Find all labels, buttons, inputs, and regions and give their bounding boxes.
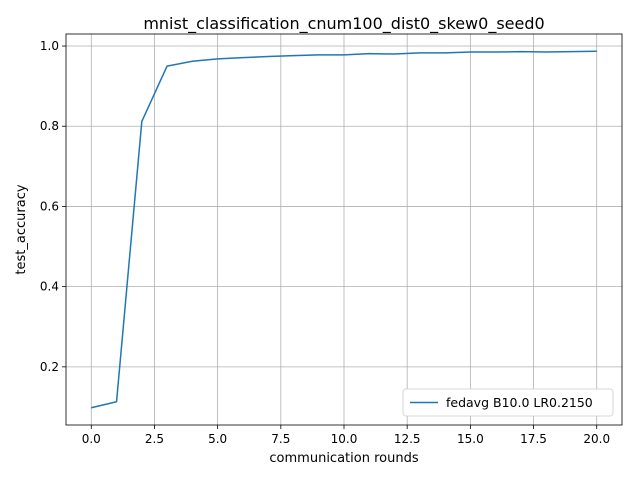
chart-title: mnist_classification_cnum100_dist0_skew0… [143, 14, 544, 34]
grid [66, 34, 622, 425]
x-tick-label: 15.0 [457, 432, 484, 446]
y-tick-label: 1.0 [40, 39, 59, 53]
legend-box [402, 388, 614, 417]
legend-entry: fedavg B10.0 LR0.2150 [446, 395, 593, 410]
y-tick-label: 0.8 [40, 119, 59, 133]
y-tick-label: 0.2 [40, 360, 59, 374]
x-axis-label: communication rounds [269, 451, 418, 466]
x-tick-label: 2.5 [145, 432, 164, 446]
legend: fedavg B10.0 LR0.2150 [402, 388, 614, 417]
axis-ticks: 0.0 2.5 5.0 7.5 10.0 12.5 15.0 17.5 20.0 0.2 0.4 0.… [40, 39, 610, 446]
x-tick-label: 7.5 [271, 432, 290, 446]
x-tick-label: 0.0 [82, 432, 101, 446]
x-tick-label: 12.5 [394, 432, 421, 446]
x-tick-label: 5.0 [208, 432, 227, 446]
y-tick-label: 0.6 [40, 199, 59, 213]
y-tick-label: 0.4 [40, 280, 59, 294]
x-tick-label: 10.0 [331, 432, 358, 446]
y-axis-label: test_accuracy [14, 184, 29, 274]
x-tick-label: 17.5 [520, 432, 547, 446]
x-tick-label: 20.0 [583, 432, 610, 446]
series-layer [91, 50, 597, 409]
